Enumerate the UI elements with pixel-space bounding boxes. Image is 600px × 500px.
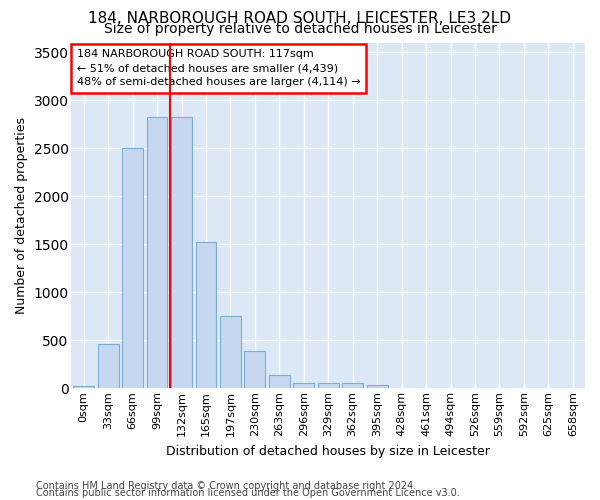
- Text: 184 NARBOROUGH ROAD SOUTH: 117sqm
← 51% of detached houses are smaller (4,439)
4: 184 NARBOROUGH ROAD SOUTH: 117sqm ← 51% …: [77, 50, 360, 88]
- Bar: [73, 386, 94, 388]
- Bar: [98, 344, 119, 389]
- Bar: [146, 118, 167, 388]
- Text: Contains HM Land Registry data © Crown copyright and database right 2024.: Contains HM Land Registry data © Crown c…: [36, 481, 416, 491]
- Bar: [293, 382, 314, 388]
- Bar: [220, 316, 241, 388]
- Bar: [342, 384, 363, 388]
- Bar: [244, 351, 265, 389]
- Text: Contains public sector information licensed under the Open Government Licence v3: Contains public sector information licen…: [36, 488, 460, 498]
- Text: Size of property relative to detached houses in Leicester: Size of property relative to detached ho…: [104, 22, 496, 36]
- Y-axis label: Number of detached properties: Number of detached properties: [15, 117, 28, 314]
- Bar: [196, 242, 217, 388]
- Bar: [318, 384, 338, 388]
- Bar: [122, 148, 143, 388]
- Bar: [171, 118, 192, 388]
- Text: 184, NARBOROUGH ROAD SOUTH, LEICESTER, LE3 2LD: 184, NARBOROUGH ROAD SOUTH, LEICESTER, L…: [89, 11, 511, 26]
- Bar: [367, 386, 388, 388]
- X-axis label: Distribution of detached houses by size in Leicester: Distribution of detached houses by size …: [166, 444, 490, 458]
- Bar: [269, 375, 290, 388]
